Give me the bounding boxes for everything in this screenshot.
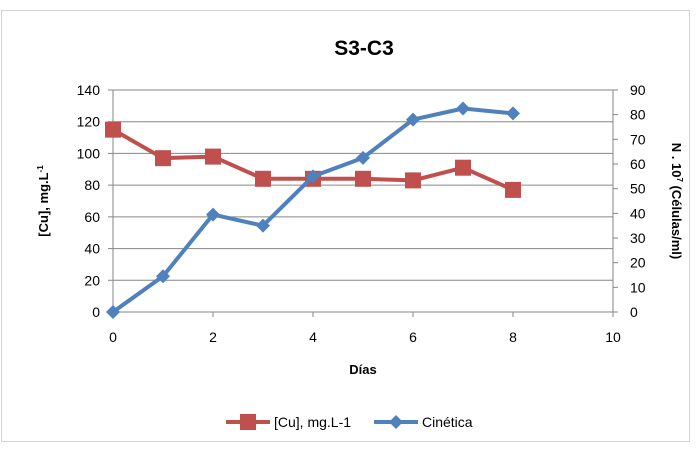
right-axis-label-main: N . 10 bbox=[669, 143, 684, 178]
data-point bbox=[405, 172, 421, 189]
left-axis-ticks: 0 20 40 60 80 100 120 140 bbox=[77, 82, 113, 320]
data-point bbox=[306, 169, 320, 184]
left-tick-label: 120 bbox=[77, 114, 101, 130]
left-tick-label: 100 bbox=[77, 145, 101, 161]
x-axis-label: Días bbox=[349, 362, 376, 377]
data-point bbox=[355, 170, 371, 187]
right-tick-label: 70 bbox=[630, 131, 646, 147]
right-tick-label: 10 bbox=[630, 279, 646, 295]
data-point bbox=[455, 159, 471, 176]
right-tick-label: 0 bbox=[630, 304, 638, 320]
legend-label: Cinética bbox=[422, 414, 473, 430]
right-tick-label: 50 bbox=[630, 181, 646, 197]
left-tick-label: 80 bbox=[84, 177, 100, 193]
series-cinetica bbox=[106, 101, 520, 319]
series-layer bbox=[105, 101, 521, 319]
x-axis-ticks: 0 2 4 6 8 10 bbox=[109, 312, 621, 345]
right-tick-label: 90 bbox=[630, 82, 646, 98]
legend-label: [Cu], mg.L-1 bbox=[274, 414, 351, 430]
left-tick-label: 140 bbox=[77, 82, 101, 98]
x-tick-label: 0 bbox=[109, 329, 117, 345]
right-axis-ticks: 0 10 20 30 40 50 60 70 80 90 bbox=[613, 82, 646, 320]
data-point bbox=[256, 218, 270, 233]
left-axis-label: [Cu], mg.L-1 bbox=[36, 165, 51, 237]
right-tick-label: 30 bbox=[630, 230, 646, 246]
plot-area bbox=[112, 89, 614, 313]
legend-item-cinetica: Cinética bbox=[374, 414, 473, 430]
gridlines bbox=[113, 89, 613, 281]
data-point bbox=[155, 150, 171, 167]
right-axis-label-rest: (Células/ml) bbox=[669, 182, 684, 259]
x-tick-label: 8 bbox=[509, 329, 517, 345]
right-tick-label: 20 bbox=[630, 255, 646, 271]
left-tick-label: 40 bbox=[84, 241, 100, 257]
legend-marker bbox=[240, 414, 256, 430]
data-point bbox=[106, 305, 120, 319]
left-tick-label: 20 bbox=[84, 272, 100, 288]
x-tick-label: 4 bbox=[309, 329, 317, 345]
left-tick-label: 60 bbox=[84, 209, 100, 225]
right-tick-label: 60 bbox=[630, 156, 646, 172]
data-point bbox=[406, 112, 420, 127]
left-tick-label: 0 bbox=[92, 304, 100, 320]
data-point bbox=[156, 269, 170, 284]
right-axis-label-sup: 7 bbox=[675, 177, 684, 182]
right-tick-label: 40 bbox=[630, 205, 646, 221]
left-axis-label-sup: -1 bbox=[36, 165, 45, 173]
data-point bbox=[105, 121, 121, 138]
data-point bbox=[506, 106, 520, 121]
data-point bbox=[356, 150, 370, 165]
right-tick-label: 80 bbox=[630, 107, 646, 123]
data-point bbox=[255, 170, 271, 187]
data-point bbox=[505, 181, 521, 198]
data-point bbox=[206, 207, 220, 222]
x-tick-label: 2 bbox=[209, 329, 217, 345]
left-axis-label-main: [Cu], mg.L bbox=[36, 172, 51, 236]
legend-marker bbox=[389, 415, 403, 429]
x-tick-label: 6 bbox=[409, 329, 417, 345]
chart-border bbox=[1, 10, 690, 442]
data-point bbox=[205, 148, 221, 165]
data-point bbox=[456, 101, 470, 116]
legend-item-cu: [Cu], mg.L-1 bbox=[226, 414, 351, 430]
x-tick-label: 10 bbox=[605, 329, 621, 345]
right-axis-label: N . 107 (Células/ml) bbox=[669, 143, 684, 259]
legend: [Cu], mg.L-1 Cinética bbox=[226, 414, 473, 430]
chart-title: S3-C3 bbox=[334, 37, 394, 60]
